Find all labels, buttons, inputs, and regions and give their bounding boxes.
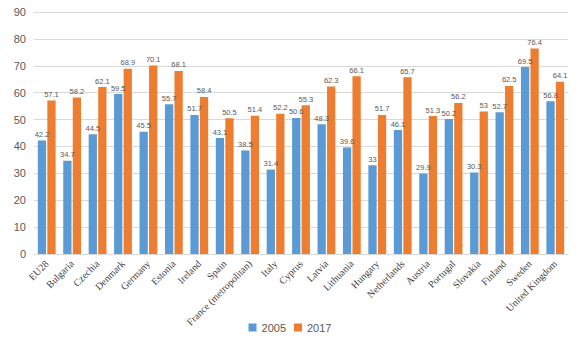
svg-text:52.2: 52.2 (273, 103, 288, 112)
svg-text:10: 10 (14, 221, 26, 233)
svg-text:2005: 2005 (262, 322, 286, 334)
svg-text:Netherlands: Netherlands (365, 258, 407, 300)
svg-text:51.4: 51.4 (248, 105, 263, 114)
svg-text:50.6: 50.6 (289, 107, 304, 116)
svg-text:51.3: 51.3 (426, 106, 441, 115)
svg-text:62.3: 62.3 (324, 76, 339, 85)
svg-text:58.4: 58.4 (197, 86, 212, 95)
svg-text:30: 30 (14, 167, 26, 179)
svg-text:58.2: 58.2 (70, 87, 85, 96)
svg-text:53: 53 (480, 101, 488, 110)
svg-text:Estonia: Estonia (149, 258, 178, 287)
svg-text:57.1: 57.1 (44, 90, 59, 99)
svg-text:Slovakia: Slovakia (450, 258, 483, 291)
svg-text:34.7: 34.7 (60, 150, 75, 159)
svg-text:64.1: 64.1 (553, 71, 568, 80)
svg-text:40: 40 (14, 140, 26, 152)
svg-text:42.2: 42.2 (35, 130, 50, 139)
svg-text:Czechia: Czechia (70, 258, 102, 289)
svg-text:55.3: 55.3 (298, 95, 313, 104)
svg-text:50.2: 50.2 (442, 109, 457, 118)
svg-text:60: 60 (14, 87, 26, 99)
svg-text:52.7: 52.7 (492, 102, 507, 111)
svg-text:Sweden: Sweden (503, 258, 534, 289)
svg-text:31.4: 31.4 (264, 159, 279, 168)
svg-text:80: 80 (14, 33, 26, 45)
svg-text:62.1: 62.1 (95, 77, 110, 86)
svg-text:45.5: 45.5 (136, 121, 151, 130)
svg-text:33: 33 (368, 155, 376, 164)
svg-text:46.1: 46.1 (391, 120, 406, 129)
svg-text:Denmark: Denmark (92, 258, 127, 293)
svg-text:65.7: 65.7 (400, 67, 415, 76)
svg-text:69.5: 69.5 (518, 57, 533, 66)
svg-text:56.8: 56.8 (543, 91, 558, 100)
svg-text:76.4: 76.4 (527, 38, 542, 47)
svg-text:20: 20 (14, 194, 26, 206)
svg-text:Lithuania: Lithuania (321, 258, 356, 293)
svg-text:Italy: Italy (259, 258, 280, 279)
svg-text:68.1: 68.1 (171, 60, 186, 69)
svg-text:Portugal: Portugal (425, 258, 458, 290)
svg-text:Germany: Germany (118, 258, 152, 292)
svg-text:51.7: 51.7 (375, 104, 390, 113)
svg-text:EU28: EU28 (26, 258, 51, 283)
svg-text:Bulgaria: Bulgaria (44, 258, 76, 290)
svg-text:70: 70 (14, 60, 26, 72)
svg-text:48.3: 48.3 (314, 114, 329, 123)
svg-text:50: 50 (14, 114, 26, 126)
svg-text:2017: 2017 (307, 322, 331, 334)
svg-text:50.5: 50.5 (222, 108, 237, 117)
svg-text:43.1: 43.1 (213, 128, 228, 137)
svg-text:62.5: 62.5 (502, 75, 517, 84)
svg-text:Austria: Austria (403, 258, 432, 287)
svg-text:90: 90 (14, 6, 26, 18)
svg-text:Hungary: Hungary (348, 258, 382, 291)
svg-text:United Kingdom: United Kingdom (504, 258, 560, 314)
svg-text:66.1: 66.1 (349, 66, 364, 75)
svg-text:29.9: 29.9 (416, 163, 431, 172)
svg-text:59.5: 59.5 (111, 84, 126, 93)
svg-text:39.6: 39.6 (340, 137, 355, 146)
svg-text:70.1: 70.1 (146, 55, 161, 64)
svg-text:Ireland: Ireland (175, 258, 203, 286)
svg-text:0: 0 (20, 248, 26, 260)
svg-text:Finland: Finland (479, 258, 508, 287)
svg-text:Cyprus: Cyprus (277, 258, 305, 286)
svg-text:38.5: 38.5 (238, 140, 253, 149)
svg-text:30.3: 30.3 (467, 162, 482, 171)
svg-text:Spain: Spain (204, 258, 229, 282)
svg-text:France (metropolitan): France (metropolitan) (184, 258, 254, 328)
svg-text:55.7: 55.7 (162, 94, 177, 103)
svg-text:56.2: 56.2 (451, 92, 466, 101)
svg-text:51.7: 51.7 (187, 104, 202, 113)
svg-text:Latvia: Latvia (304, 258, 331, 284)
svg-text:68.9: 68.9 (120, 58, 135, 67)
svg-text:44.5: 44.5 (86, 124, 101, 133)
